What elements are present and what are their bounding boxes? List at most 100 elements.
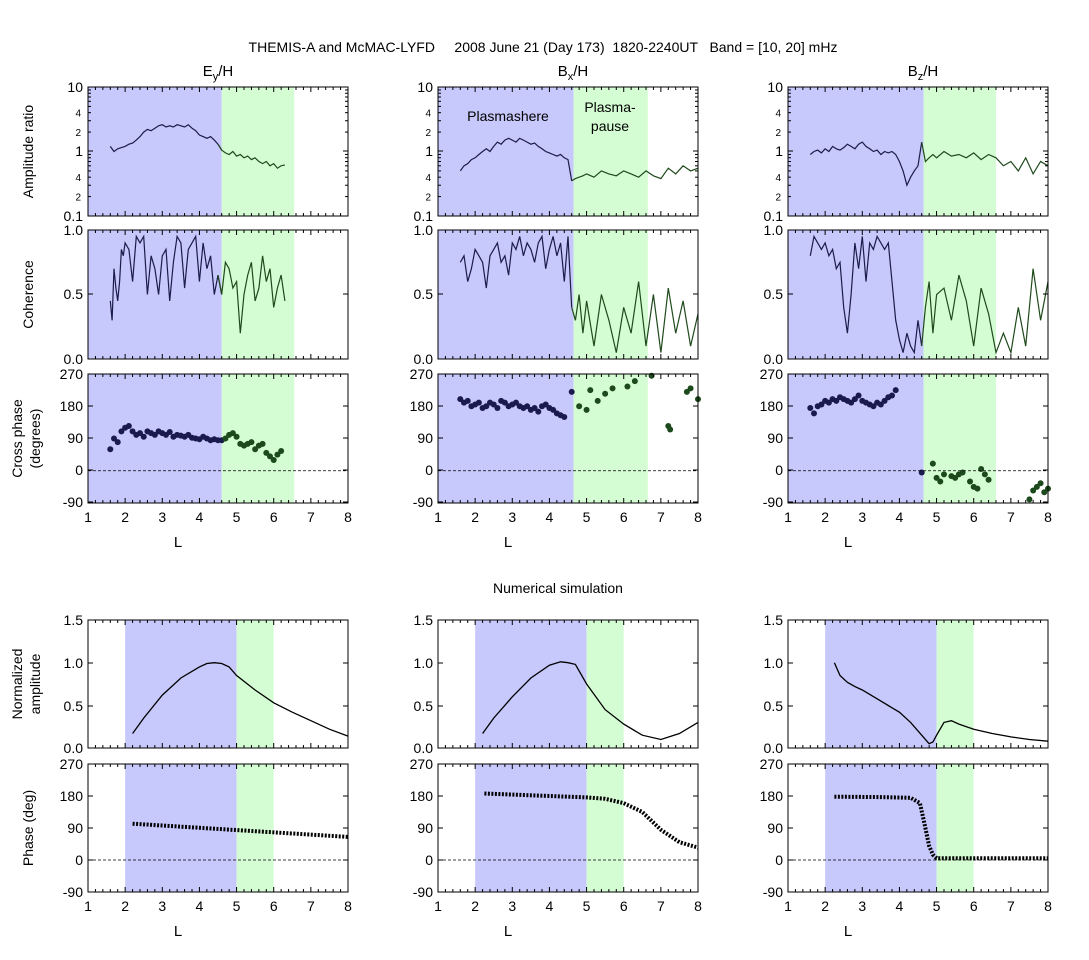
- cross-phase-point: [252, 446, 259, 453]
- cross-phase-point: [833, 397, 840, 404]
- y-tick-label: 1.5: [764, 612, 784, 628]
- cross-phase-point: [483, 403, 490, 410]
- cross-phase-point: [464, 397, 471, 404]
- column-title-3: Bz/H: [908, 63, 939, 83]
- x-tick-label: 4: [896, 509, 904, 525]
- cross-phase-point: [494, 405, 501, 412]
- cross-phase-point: [811, 410, 817, 417]
- cross-phase-point: [1030, 487, 1037, 494]
- y-tick-label: 0: [775, 852, 783, 868]
- y-tick-label: 0.5: [414, 698, 434, 714]
- x-tick-label: 7: [307, 898, 315, 914]
- cross-phase-point: [933, 474, 940, 481]
- x-tick-label: 3: [858, 509, 866, 525]
- cross-phase-point: [667, 426, 674, 433]
- plasmasphere-region-col3: [788, 87, 924, 503]
- y-tick-label: 1.0: [414, 222, 434, 238]
- coh-line-bxh-outer: [571, 281, 699, 353]
- y-tick-label: -90: [413, 884, 433, 900]
- cross-phase-point: [825, 399, 832, 406]
- sph-y-axis-label: Phase (deg): [20, 790, 36, 866]
- cross-phase-point: [967, 478, 973, 485]
- y-minor-tick-label: 4: [425, 173, 431, 184]
- amp-line-bxh-inner: [459, 137, 573, 182]
- cross-phase-point: [892, 387, 899, 394]
- xph-y-axis-label-2: (degrees): [27, 409, 43, 469]
- cross-phase-point: [111, 435, 117, 442]
- sim-phase-curve-bzh: [834, 794, 1048, 861]
- y-tick-label: 270: [60, 366, 84, 382]
- x-axis-label: L: [504, 923, 512, 940]
- y-tick-label: 180: [410, 398, 434, 414]
- x-tick-label: 8: [344, 898, 352, 914]
- nam-line-bxh: [482, 661, 699, 741]
- x-tick-label: 8: [1044, 898, 1052, 914]
- coh-line-eyh-outer: [217, 255, 286, 334]
- cross-phase-point: [889, 392, 895, 399]
- x-tick-label: 3: [858, 898, 866, 914]
- panel-gap: [438, 359, 698, 374]
- y-tick-label: 1.0: [414, 655, 434, 671]
- cross-phase-point: [259, 440, 266, 447]
- cross-phase-point: [166, 429, 173, 436]
- y-tick-label: 90: [767, 430, 783, 446]
- x-tick-label: 3: [508, 898, 516, 914]
- x-tick-label: 4: [546, 898, 554, 914]
- cross-phase-point: [233, 433, 240, 440]
- cross-phase-point: [542, 401, 549, 408]
- y-tick-label: -90: [413, 494, 433, 510]
- x-tick-label: 2: [121, 509, 129, 525]
- x-tick-label: 6: [970, 898, 978, 914]
- coh-line-bzh-inner: [809, 234, 923, 355]
- y-tick-label: 0.5: [64, 698, 84, 714]
- cross-phase-point: [855, 392, 862, 399]
- x-tick-label: 6: [620, 898, 628, 914]
- y-tick-label: 180: [60, 398, 84, 414]
- sim-phase-curve-bxh: [484, 791, 699, 850]
- y-minor-tick-label: 2: [775, 128, 781, 139]
- column-title-1: Ey/H: [203, 63, 234, 83]
- y-tick-label: 0.1: [414, 208, 434, 224]
- x-tick-label: 7: [657, 898, 665, 914]
- panel-gap: [788, 359, 1048, 374]
- y-tick-label: -90: [63, 884, 83, 900]
- y-tick-label: 270: [760, 366, 784, 382]
- y-tick-label: -90: [763, 494, 783, 510]
- x-axis-label: L: [174, 534, 182, 551]
- y-tick-label: 1.0: [64, 655, 84, 671]
- x-tick-label: 8: [1044, 509, 1052, 525]
- cross-phase-point: [568, 388, 575, 395]
- cross-phase-point: [267, 453, 273, 460]
- x-tick-label: 6: [620, 509, 628, 525]
- y-tick-label: 1.0: [64, 222, 84, 238]
- cross-phase-point: [118, 428, 125, 435]
- y-tick-label: 90: [767, 820, 783, 836]
- cross-phase-point: [609, 385, 616, 392]
- x-tick-label: 5: [583, 898, 591, 914]
- x-tick-label: 7: [307, 509, 315, 525]
- cross-phase-point: [941, 471, 947, 478]
- x-tick-label: 5: [233, 898, 241, 914]
- amp-y-axis-label: Amplitude ratio: [20, 105, 36, 199]
- x-tick-label: 6: [970, 509, 978, 525]
- y-tick-label: 1: [425, 143, 433, 159]
- cross-phase-point: [140, 433, 147, 440]
- cross-phase-point: [222, 435, 229, 442]
- x-tick-label: 2: [471, 509, 479, 525]
- y-minor-tick-label: 4: [75, 173, 81, 184]
- y-minor-tick-label: 4: [75, 109, 81, 120]
- y-tick-label: 180: [60, 788, 84, 804]
- plasmapause-region-col2: [573, 87, 648, 503]
- panel-gap: [788, 748, 1048, 764]
- cross-phase-point: [683, 388, 690, 395]
- y-tick-label: 10: [767, 79, 783, 95]
- y-tick-label: 270: [410, 756, 434, 772]
- cross-phase-point: [490, 401, 497, 408]
- amp-line-bxh-outer: [571, 165, 699, 182]
- cross-phase-point: [550, 406, 557, 413]
- nam-panel-frame-col2: [437, 619, 699, 749]
- x-tick-label: 1: [784, 898, 792, 914]
- y-tick-label: 1.5: [414, 612, 434, 628]
- figure-title: THEMIS-A and McMAC-LYFD 2008 June 21 (Da…: [249, 39, 838, 55]
